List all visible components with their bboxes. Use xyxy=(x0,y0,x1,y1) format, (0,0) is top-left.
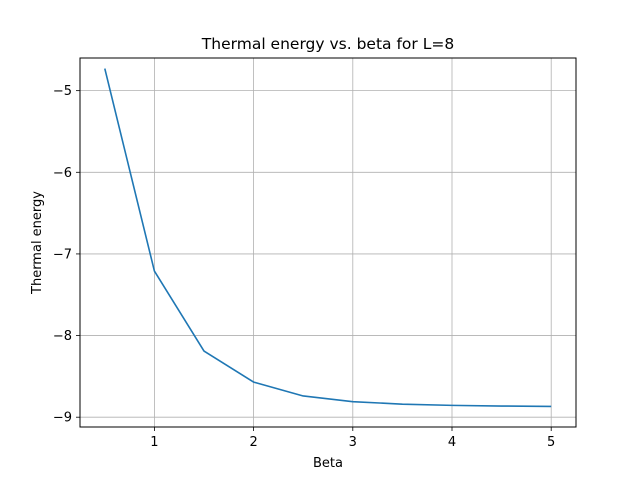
y-tick-label: −5 xyxy=(53,84,72,99)
x-tick-label: 5 xyxy=(547,435,555,450)
y-tick-label: −7 xyxy=(53,247,72,262)
x-tick-label: 3 xyxy=(349,435,357,450)
y-tick-label: −9 xyxy=(53,411,72,426)
plot-frame xyxy=(79,57,577,428)
grid xyxy=(80,58,576,427)
y-tick-label: −8 xyxy=(53,329,72,344)
y-tick-label: −6 xyxy=(53,166,72,181)
series-layer xyxy=(104,68,552,408)
x-tick-label: 1 xyxy=(150,435,158,450)
x-axis-label: Beta xyxy=(313,456,343,471)
chart-title: Thermal energy vs. beta for L=8 xyxy=(201,35,454,53)
x-tick-label: 2 xyxy=(249,435,257,450)
y-axis-label: Thermal energy xyxy=(30,191,45,295)
ticks: 1 2 3 4 5 −9 −8 −7 −6 −5 xyxy=(53,84,556,450)
series-line xyxy=(104,68,552,408)
x-tick-label: 4 xyxy=(448,435,456,450)
